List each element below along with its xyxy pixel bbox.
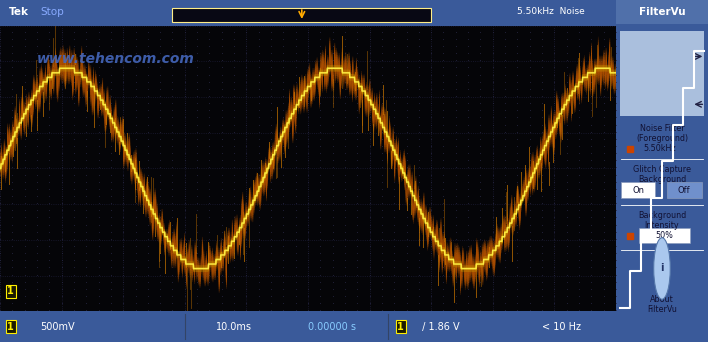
Bar <box>620 31 704 116</box>
Text: < 10 Hz: < 10 Hz <box>542 321 581 332</box>
Text: 50%: 50% <box>655 231 673 240</box>
Text: 5.50kHz  Noise: 5.50kHz Noise <box>518 7 585 16</box>
Text: Noise Filter: Noise Filter <box>639 124 685 133</box>
Bar <box>622 182 655 198</box>
Text: 0.00000 s: 0.00000 s <box>308 321 356 332</box>
Text: Stop: Stop <box>40 6 64 16</box>
Text: Intensity: Intensity <box>645 221 679 230</box>
Bar <box>639 228 690 243</box>
Text: www.tehencom.com: www.tehencom.com <box>37 52 195 66</box>
Text: Glitch Capture: Glitch Capture <box>633 165 691 174</box>
Text: 1: 1 <box>7 321 14 332</box>
Text: Off: Off <box>678 186 690 195</box>
Text: 10.0ms: 10.0ms <box>215 321 251 332</box>
Text: Background: Background <box>638 175 686 184</box>
Bar <box>173 8 431 22</box>
Text: About: About <box>650 295 674 304</box>
Text: 1: 1 <box>7 286 14 296</box>
Text: 500mV: 500mV <box>40 321 74 332</box>
Text: Tek: Tek <box>9 6 29 16</box>
Text: / 1.86 V: / 1.86 V <box>419 321 459 332</box>
Text: 5.50kHz: 5.50kHz <box>644 144 676 153</box>
Text: FilterVu: FilterVu <box>639 7 685 17</box>
Bar <box>616 0 708 24</box>
Circle shape <box>653 238 670 299</box>
Bar <box>667 182 702 198</box>
Text: On: On <box>632 186 644 195</box>
Text: 1: 1 <box>397 321 404 332</box>
Text: Background: Background <box>638 211 686 220</box>
Text: FilterVu: FilterVu <box>647 305 677 314</box>
Text: (Foreground): (Foreground) <box>636 134 688 143</box>
Text: i: i <box>661 263 663 274</box>
